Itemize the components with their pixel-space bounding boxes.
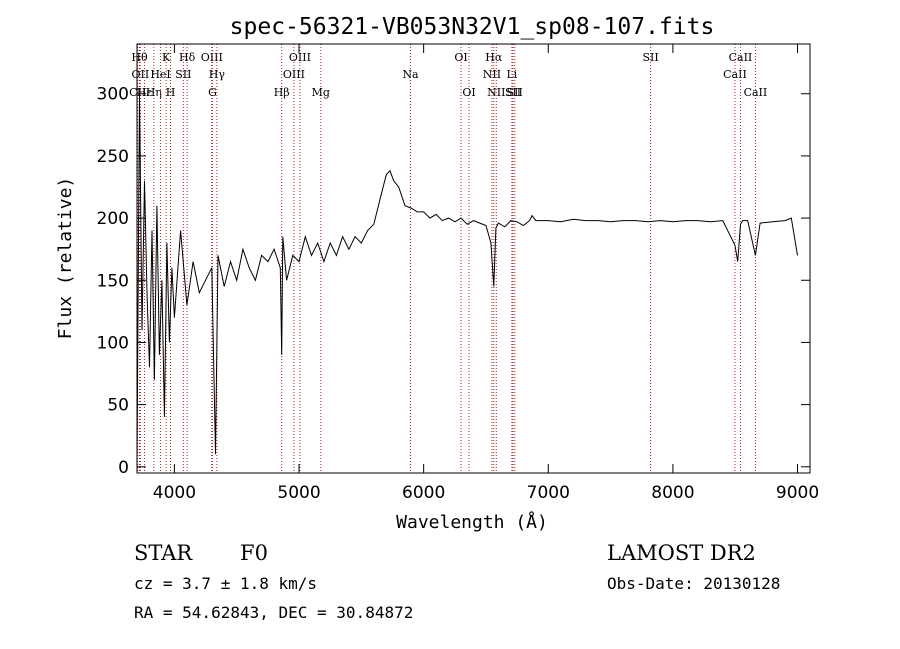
x-tick-label-4: 8000	[651, 483, 694, 503]
line-marker-label-23: Li	[506, 68, 517, 81]
line-marker-label-11: G	[208, 86, 217, 99]
x-tick-label-2: 6000	[402, 483, 445, 503]
chart-title: spec-56321-VB053N32V1_sp08-107.fits	[230, 14, 715, 40]
y-tick-label-6: 300	[97, 85, 129, 105]
line-marker-label-2: OII	[132, 68, 150, 81]
survey-name: LAMOST DR2	[607, 541, 756, 565]
line-marker-label-16: Mg	[312, 86, 330, 99]
redshift-cz: cz = 3.7 ± 1.8 km/s	[134, 574, 317, 593]
line-marker-label-0: CII	[129, 86, 146, 99]
line-marker-label-29: CaII	[744, 86, 768, 99]
line-marker-label-28: CaII	[729, 51, 753, 64]
line-marker-label-12: Hγ	[209, 68, 226, 81]
y-tick-label-1: 50	[107, 396, 129, 416]
line-marker-label-8: SII	[175, 68, 191, 81]
line-marker-label-1: Hθ	[131, 51, 148, 64]
line-marker-label-5: HeI	[150, 68, 170, 81]
line-marker-label-7: H	[166, 86, 176, 99]
line-marker-label-22: NII	[487, 86, 505, 99]
line-marker-label-13: Hβ	[274, 86, 290, 99]
line-marker-label-20: NII	[483, 68, 501, 81]
x-tick-label-0: 4000	[153, 483, 196, 503]
line-marker-label-4: Hη	[146, 86, 162, 99]
line-marker-label-21: Hα	[485, 51, 503, 64]
object-class: STAR	[134, 541, 193, 565]
y-tick-label-2: 100	[97, 333, 129, 353]
plot-frame	[136, 43, 811, 474]
y-tick-label-5: 250	[97, 147, 129, 167]
y-tick-label-0: 0	[118, 458, 129, 478]
line-marker-label-25: SII	[507, 86, 523, 99]
line-marker-label-18: OI	[454, 51, 467, 64]
line-marker-label-24: SII	[505, 86, 521, 99]
line-marker-label-19: OI	[462, 86, 475, 99]
y-tick-label-3: 150	[97, 271, 129, 291]
x-tick-label-3: 7000	[527, 483, 570, 503]
line-marker-label-26: SII	[642, 51, 658, 64]
line-marker-label-3: Hε	[137, 86, 153, 99]
line-marker-label-17: Na	[402, 68, 419, 81]
coordinates: RA = 54.62843, DEC = 30.84872	[134, 603, 413, 622]
spectrum-line	[136, 93, 798, 461]
y-axis-label: Flux (relative)	[55, 177, 76, 340]
y-tick-label-4: 200	[97, 209, 129, 229]
line-marker-label-27: CaII	[723, 68, 747, 81]
line-marker-label-14: OIII	[283, 68, 305, 81]
line-marker-label-6: K	[162, 51, 171, 64]
x-axis-label: Wavelength (Å)	[396, 511, 548, 533]
x-tick-label-1: 5000	[277, 483, 320, 503]
object-subclass: F0	[240, 541, 268, 565]
x-tick-label-5: 9000	[776, 483, 819, 503]
axis-layer: 4000 5000 6000 7000 8000 9000 0 50 100 150 200 250 3…	[97, 44, 819, 503]
observation-date: Obs-Date: 20130128	[607, 574, 780, 593]
line-marker-label-10: OIII	[201, 51, 223, 64]
line-marker-label-9: Hδ	[179, 51, 196, 64]
line-marker-label-15: OIII	[289, 51, 311, 64]
spectrum-data-layer	[136, 93, 798, 461]
